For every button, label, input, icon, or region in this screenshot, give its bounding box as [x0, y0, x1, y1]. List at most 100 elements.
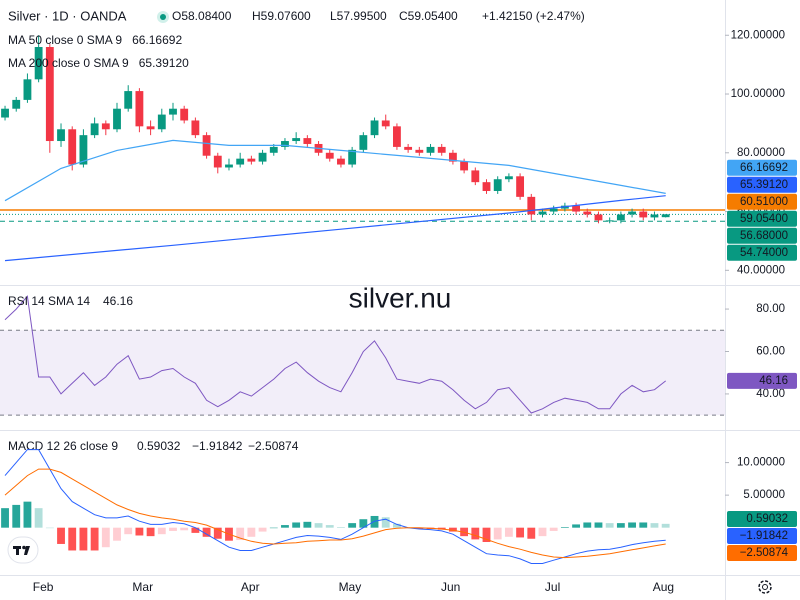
y-tick-label: 80.00: [756, 303, 785, 315]
macd-histogram-bar: [516, 527, 525, 538]
macd-histogram-bar: [146, 527, 155, 537]
gear-center[interactable]: [762, 584, 768, 590]
macd-histogram-bar: [482, 527, 491, 542]
macd-histogram-bar: [180, 527, 189, 531]
quote-item: L57.99500: [330, 9, 387, 23]
x-tick-label: Jul: [545, 580, 560, 594]
macd-histogram-bar: [538, 527, 547, 537]
macd-histogram-bar: [124, 527, 133, 535]
ma-legend-value: 66.16692: [132, 33, 182, 47]
candle-body: [213, 155, 222, 168]
macd-histogram-bar: [202, 527, 211, 537]
candle-body: [370, 120, 379, 136]
price-label: 59.05400: [740, 213, 788, 225]
candle-body: [68, 129, 77, 165]
candle-body: [404, 146, 413, 150]
rsi-band: [0, 330, 725, 416]
macd-histogram-bar: [191, 527, 200, 533]
quote-item: O58.08400: [172, 9, 232, 23]
candle-body: [303, 138, 312, 144]
macd-histogram-bar: [415, 527, 424, 529]
candle-body: [337, 158, 345, 165]
macd-histogram-bar: [236, 527, 245, 541]
candle-body: [202, 135, 211, 156]
candle-body: [628, 211, 636, 215]
candle-body: [381, 120, 390, 127]
macd-histogram-bar: [303, 521, 312, 528]
price-label: 65.39120: [740, 179, 788, 191]
ma-legend-name: MA 50 close 0 SMA 9: [8, 33, 122, 47]
macd-histogram-bar: [393, 523, 401, 528]
macd-histogram-bar: [650, 523, 659, 528]
x-tick-label: Apr: [241, 580, 260, 594]
candle-body: [269, 146, 278, 153]
price-label: 56.68000: [740, 230, 788, 242]
macd-histogram-bar: [337, 527, 345, 528]
macd-histogram-bar: [34, 508, 43, 528]
price-label: 46.16: [759, 375, 788, 387]
settings-icon[interactable]: [758, 580, 772, 594]
macd-histogram-bar: [639, 522, 648, 528]
candle-body: [90, 123, 99, 136]
price-label-bg: [727, 193, 797, 210]
macd-histogram-bar: [12, 504, 21, 528]
macd-histogram-bar: [23, 501, 32, 528]
macd-histogram-bar: [448, 527, 457, 532]
candle-body: [504, 176, 513, 180]
y-tick-label: 5.00000: [743, 489, 785, 501]
price-label: 54.74000: [740, 247, 788, 259]
candle-body: [57, 129, 65, 142]
gear[interactable]: [758, 580, 772, 594]
macd-line: [4, 468, 666, 559]
candle-body: [661, 214, 670, 218]
candle-body: [516, 176, 525, 197]
y-tick-label: 60.00: [756, 346, 785, 358]
candle-body: [594, 214, 603, 221]
macd-histogram-bar: [370, 515, 379, 528]
macd-histogram-bar: [113, 527, 121, 541]
candle-body: [471, 170, 480, 183]
candle-body: [225, 164, 233, 168]
candle-body: [572, 205, 580, 212]
macd-histogram-bar: [549, 527, 558, 531]
macd-histogram-bar: [560, 527, 569, 528]
x-tick-label: Jun: [441, 580, 460, 594]
candle-body: [236, 158, 245, 165]
candle-body: [605, 220, 614, 222]
macd-histogram-bar: [269, 527, 278, 529]
candle-body: [146, 126, 155, 130]
candle-body: [281, 141, 289, 147]
macd-histogram-bar: [90, 527, 99, 551]
quote-item: C59.05400: [399, 9, 458, 23]
candle-body: [124, 91, 133, 109]
candle-body: [23, 79, 32, 100]
macd-histogram-bar: [381, 517, 390, 528]
quote-item: H59.07600: [252, 9, 311, 23]
moving-average: [4, 139, 666, 202]
candle-body: [393, 126, 401, 147]
candle-body: [169, 108, 177, 115]
rsi-line: [4, 295, 667, 414]
macd-histogram-bar: [471, 527, 480, 540]
candle-body: [549, 208, 558, 212]
x-tick-label: May: [339, 580, 362, 594]
macd-histogram-bar: [616, 523, 625, 528]
macd-histogram-bar: [247, 527, 256, 537]
candle-body: [415, 149, 424, 153]
price-label-bg: [727, 545, 797, 562]
macd-histogram-bar: [281, 525, 289, 528]
macd-histogram-bar: [605, 523, 614, 528]
candle-body: [639, 211, 648, 218]
macd-histogram-bar: [583, 522, 592, 528]
price-label: 0.59032: [746, 513, 788, 525]
candle-body: [527, 196, 536, 215]
y-tick-label: 120.00000: [731, 29, 785, 41]
candle-body: [448, 152, 457, 162]
price-label-bg: [727, 372, 797, 389]
rsi-legend-value: 46.16: [103, 294, 133, 308]
rsi-legend-name: RSI 14 SMA 14: [8, 294, 90, 308]
candle-body: [1, 108, 9, 118]
price-label-bg: [727, 176, 797, 193]
price-label-bg: [727, 210, 797, 227]
macd-legend-value: −2.50874: [248, 439, 299, 453]
